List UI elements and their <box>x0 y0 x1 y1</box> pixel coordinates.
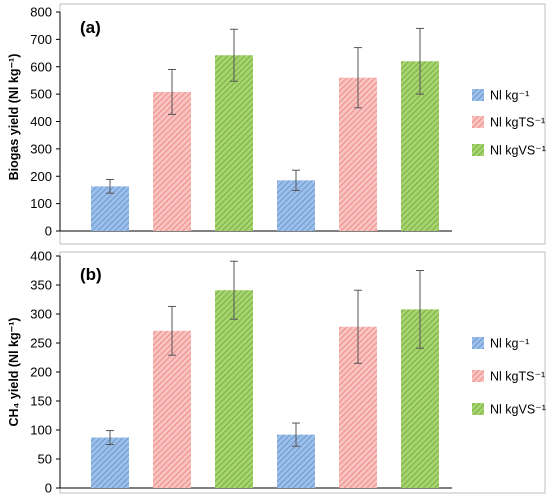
legend-swatch <box>472 403 484 415</box>
y-tick-label: 200 <box>30 365 52 380</box>
error-bar <box>416 270 424 349</box>
y-axis-label: CH₄ yield (Nl kg⁻¹) <box>7 317 21 426</box>
y-tick-label: 300 <box>30 307 52 322</box>
bar <box>153 330 191 488</box>
legend-entry: Nl kgTS⁻¹ <box>490 370 545 384</box>
panel-b: 0 50 100 150 200 250 300 350 400 CH₄ yield (Nl kg… <box>7 249 546 496</box>
y-tick-label: 400 <box>30 249 52 264</box>
legend-swatch <box>472 144 484 156</box>
legend: Nl kg⁻¹ Nl kgTS⁻¹ Nl kgVS⁻¹ <box>472 89 546 158</box>
y-tick-label: 0 <box>45 481 52 496</box>
panel-label: (a) <box>80 18 101 37</box>
legend-swatch <box>472 116 484 128</box>
legend-entry: Nl kgVS⁻¹ <box>490 144 546 158</box>
legend-swatch <box>472 370 484 382</box>
error-bar <box>168 68 176 115</box>
y-tick-label: 700 <box>30 32 52 47</box>
y-tick-label: 500 <box>30 87 52 102</box>
panel-label: (b) <box>80 265 102 284</box>
error-bar <box>168 305 176 356</box>
error-bar <box>354 289 362 364</box>
error-bar <box>106 179 114 194</box>
legend-swatch <box>472 337 484 349</box>
error-bar <box>230 28 238 82</box>
y-tick-label: 100 <box>30 196 52 211</box>
error-bar <box>416 27 424 95</box>
panel-a: 0 100 200 300 400 500 600 700 800 Biogas yield (N… <box>7 3 546 245</box>
bar <box>91 186 129 231</box>
y-tick-label: 600 <box>30 59 52 74</box>
bar <box>215 290 253 488</box>
legend-swatch <box>472 89 484 101</box>
legend: Nl kg⁻¹ Nl kgTS⁻¹ Nl kgVS⁻¹ <box>472 337 546 417</box>
y-tick-label: 100 <box>30 423 52 438</box>
error-bar <box>230 260 238 320</box>
y-tick-label: 350 <box>30 278 52 293</box>
y-tick-label: 0 <box>45 224 52 239</box>
legend-entry: Nl kgVS⁻¹ <box>490 403 546 417</box>
y-tick-label: 800 <box>30 5 52 20</box>
y-tick-label: 200 <box>30 169 52 184</box>
bar <box>153 91 191 231</box>
y-tick-label: 150 <box>30 394 52 409</box>
legend-entry: Nl kg⁻¹ <box>490 89 529 103</box>
bar <box>215 55 253 231</box>
error-bar <box>354 47 362 109</box>
y-axis-label: Biogas yield (Nl kg⁻¹) <box>7 54 21 181</box>
y-tick-label: 300 <box>30 141 52 156</box>
bar <box>91 437 129 488</box>
legend-entry: Nl kgTS⁻¹ <box>490 116 545 130</box>
error-bar <box>106 430 114 445</box>
y-tick-label: 250 <box>30 336 52 351</box>
legend-entry: Nl kg⁻¹ <box>490 337 529 351</box>
error-bar <box>292 422 300 447</box>
y-tick-label: 400 <box>30 114 52 129</box>
y-tick-label: 50 <box>38 452 52 467</box>
error-bar <box>292 169 300 191</box>
